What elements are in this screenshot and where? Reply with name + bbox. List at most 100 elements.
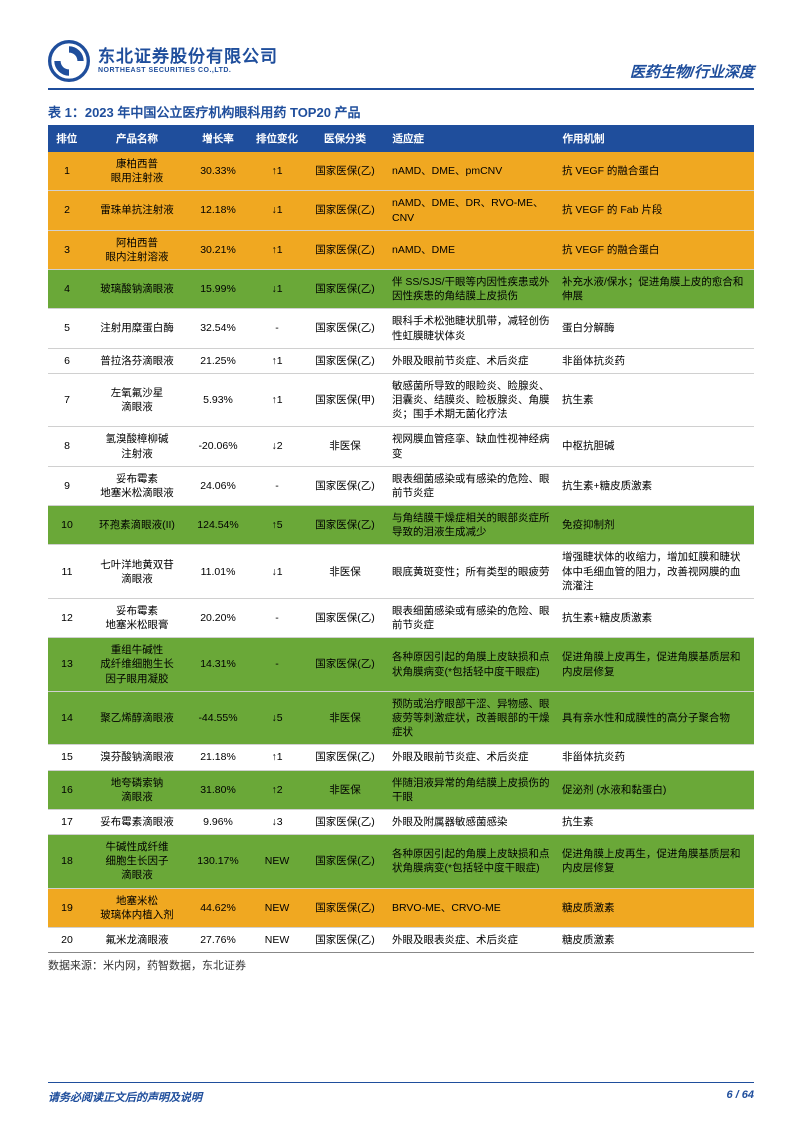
cell-growth: 130.17% [188, 835, 248, 889]
cell-mech: 抗 VEGF 的 Fab 片段 [554, 191, 754, 230]
cell-rank: 5 [48, 309, 86, 348]
cell-ind: 外眼及眼表炎症、术后炎症 [384, 927, 554, 952]
cell-ind: 外眼及附属器敏感菌感染 [384, 809, 554, 834]
cell-ins: 非医保 [306, 427, 384, 466]
cell-rank: 15 [48, 745, 86, 770]
cell-change: ↑2 [248, 770, 306, 809]
cell-ind: 敏感菌所导致的眼睑炎、睑腺炎、泪囊炎、结膜炎、睑板腺炎、角膜炎；围手术期无菌化疗… [384, 373, 554, 427]
table-row: 5注射用糜蛋白酶32.54%-国家医保(乙)眼科手术松弛睫状肌带，减轻创伤性虹膜… [48, 309, 754, 348]
col-name: 产品名称 [86, 125, 188, 152]
cell-ins: 国家医保(乙) [306, 348, 384, 373]
cell-ins: 国家医保(乙) [306, 506, 384, 545]
cell-name: 氢溴酸樟柳碱 注射液 [86, 427, 188, 466]
cell-change: ↑1 [248, 373, 306, 427]
cell-name: 环孢素滴眼液(II) [86, 506, 188, 545]
cell-mech: 补充水液/保水；促进角膜上皮的愈合和伸展 [554, 270, 754, 309]
cell-growth: 20.20% [188, 598, 248, 637]
data-source: 数据来源：米内网，药智数据，东北证券 [48, 957, 754, 973]
top20-table: 排位 产品名称 增长率 排位变化 医保分类 适应症 作用机制 1康柏西普 眼用注… [48, 125, 754, 953]
cell-change: ↓3 [248, 809, 306, 834]
col-ind: 适应症 [384, 125, 554, 152]
logo-en-text: NORTHEAST SECURITIES CO.,LTD. [98, 67, 278, 75]
cell-rank: 19 [48, 888, 86, 927]
cell-change: ↑1 [248, 152, 306, 191]
cell-ins: 国家医保(乙) [306, 809, 384, 834]
cell-name: 七叶洋地黄双苷 滴眼液 [86, 545, 188, 599]
cell-mech: 促泌剂 (水液和黏蛋白) [554, 770, 754, 809]
cell-mech: 促进角膜上皮再生，促进角膜基质层和内皮层修复 [554, 638, 754, 692]
cell-change: ↓1 [248, 270, 306, 309]
cell-ins: 国家医保(乙) [306, 835, 384, 889]
cell-change: ↑1 [248, 348, 306, 373]
cell-growth: -20.06% [188, 427, 248, 466]
cell-ind: 外眼及眼前节炎症、术后炎症 [384, 745, 554, 770]
col-rank: 排位 [48, 125, 86, 152]
table-row: 6普拉洛芬滴眼液21.25%↑1国家医保(乙)外眼及眼前节炎症、术后炎症非甾体抗… [48, 348, 754, 373]
logo-block: 东北证券股份有限公司 NORTHEAST SECURITIES CO.,LTD. [48, 40, 278, 82]
table-row: 3阿柏西普 眼内注射溶液30.21%↑1国家医保(乙)nAMD、DME抗 VEG… [48, 230, 754, 269]
table-row: 16地夸磷索钠 滴眼液31.80%↑2非医保伴随泪液异常的角结膜上皮损伤的干眼促… [48, 770, 754, 809]
cell-ins: 国家医保(乙) [306, 191, 384, 230]
table-row: 1康柏西普 眼用注射液30.33%↑1国家医保(乙)nAMD、DME、pmCNV… [48, 152, 754, 191]
logo-cn-text: 东北证券股份有限公司 [98, 48, 278, 67]
table-row: 17妥布霉素滴眼液9.96%↓3国家医保(乙)外眼及附属器敏感菌感染抗生素 [48, 809, 754, 834]
cell-mech: 抗生素+糖皮质激素 [554, 466, 754, 505]
table-row: 4玻璃酸钠滴眼液15.99%↓1国家医保(乙)伴 SS/SJS/干眼等内因性疾患… [48, 270, 754, 309]
cell-growth: -44.55% [188, 691, 248, 745]
cell-ins: 国家医保(乙) [306, 888, 384, 927]
cell-change: ↓1 [248, 545, 306, 599]
cell-name: 地塞米松 玻璃体内植入剂 [86, 888, 188, 927]
col-mech: 作用机制 [554, 125, 754, 152]
cell-growth: 24.06% [188, 466, 248, 505]
page-footer: 请务必阅读正文后的声明及说明 6 / 64 [48, 1082, 754, 1105]
cell-growth: 30.21% [188, 230, 248, 269]
cell-ins: 国家医保(乙) [306, 598, 384, 637]
page-header: 东北证券股份有限公司 NORTHEAST SECURITIES CO.,LTD.… [48, 40, 754, 90]
cell-ins: 国家医保(乙) [306, 270, 384, 309]
table-row: 20氟米龙滴眼液27.76%NEW国家医保(乙)外眼及眼表炎症、术后炎症糖皮质激… [48, 927, 754, 952]
cell-name: 妥布霉素 地塞米松滴眼液 [86, 466, 188, 505]
cell-rank: 13 [48, 638, 86, 692]
table-header-row: 排位 产品名称 增长率 排位变化 医保分类 适应症 作用机制 [48, 125, 754, 152]
cell-change: ↓5 [248, 691, 306, 745]
cell-ins: 国家医保(乙) [306, 152, 384, 191]
cell-mech: 非甾体抗炎药 [554, 745, 754, 770]
cell-ins: 国家医保(乙) [306, 638, 384, 692]
cell-mech: 增强睫状体的收缩力，增加虹膜和睫状体中毛细血管的阻力，改善视网膜的血流灌注 [554, 545, 754, 599]
cell-growth: 44.62% [188, 888, 248, 927]
cell-rank: 2 [48, 191, 86, 230]
cell-change: ↑1 [248, 745, 306, 770]
cell-growth: 31.80% [188, 770, 248, 809]
col-change: 排位变化 [248, 125, 306, 152]
cell-rank: 12 [48, 598, 86, 637]
cell-change: NEW [248, 927, 306, 952]
cell-growth: 30.33% [188, 152, 248, 191]
cell-name: 牛碱性成纤维 细胞生长因子 滴眼液 [86, 835, 188, 889]
table-row: 11七叶洋地黄双苷 滴眼液11.01%↓1非医保眼底黄斑变性；所有类型的眼疲劳增… [48, 545, 754, 599]
cell-name: 溴芬酸钠滴眼液 [86, 745, 188, 770]
cell-ins: 国家医保(乙) [306, 309, 384, 348]
cell-rank: 11 [48, 545, 86, 599]
cell-ins: 非医保 [306, 770, 384, 809]
table-row: 8氢溴酸樟柳碱 注射液-20.06%↓2非医保视网膜血管痉挛、缺血性视神经病变中… [48, 427, 754, 466]
cell-name: 玻璃酸钠滴眼液 [86, 270, 188, 309]
cell-ins: 非医保 [306, 691, 384, 745]
cell-growth: 124.54% [188, 506, 248, 545]
cell-mech: 糖皮质激素 [554, 927, 754, 952]
cell-ind: nAMD、DME [384, 230, 554, 269]
cell-change: ↑5 [248, 506, 306, 545]
table-row: 19地塞米松 玻璃体内植入剂44.62%NEW国家医保(乙)BRVO-ME、CR… [48, 888, 754, 927]
cell-rank: 17 [48, 809, 86, 834]
cell-ind: nAMD、DME、pmCNV [384, 152, 554, 191]
cell-rank: 1 [48, 152, 86, 191]
cell-ind: 眼底黄斑变性；所有类型的眼疲劳 [384, 545, 554, 599]
table-row: 12妥布霉素 地塞米松眼膏20.20%-国家医保(乙)眼表细菌感染或有感染的危险… [48, 598, 754, 637]
cell-ind: 视网膜血管痉挛、缺血性视神经病变 [384, 427, 554, 466]
cell-mech: 糖皮质激素 [554, 888, 754, 927]
document-type: 医药生物/行业深度 [630, 61, 754, 82]
cell-change: - [248, 466, 306, 505]
cell-growth: 11.01% [188, 545, 248, 599]
cell-change: ↓2 [248, 427, 306, 466]
cell-rank: 9 [48, 466, 86, 505]
cell-name: 注射用糜蛋白酶 [86, 309, 188, 348]
